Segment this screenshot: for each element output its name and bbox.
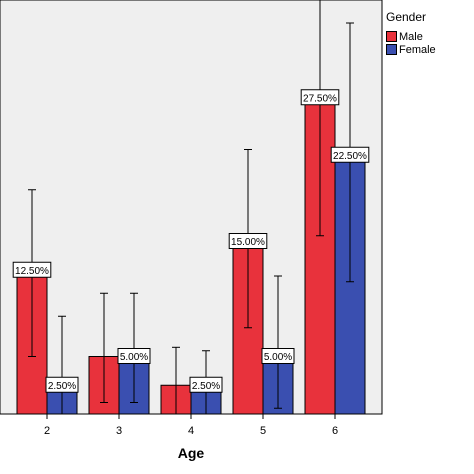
svg-text:12.50%: 12.50% bbox=[15, 266, 49, 277]
legend-swatch-male bbox=[386, 31, 397, 42]
data-label-male-age-6: 27.50% bbox=[300, 89, 340, 106]
svg-text:2.50%: 2.50% bbox=[192, 381, 220, 392]
x-tick-label-2: 2 bbox=[44, 425, 50, 437]
svg-text:2.50%: 2.50% bbox=[48, 381, 76, 392]
svg-text:5.00%: 5.00% bbox=[120, 352, 148, 363]
svg-text:22.50%: 22.50% bbox=[333, 151, 367, 162]
data-labels-group: 12.50% 2.50% 5.00% 2.50% 15.00% 5.00% 27.50% 22… bbox=[12, 89, 370, 393]
data-label-male-age-2: 12.50% bbox=[12, 261, 52, 278]
legend-item-female: Female bbox=[386, 43, 436, 56]
svg-text:5.00%: 5.00% bbox=[264, 352, 292, 363]
x-axis-title: Age bbox=[178, 445, 205, 461]
error-bar-female-age-5 bbox=[274, 275, 282, 409]
data-label-female-age-2: 2.50% bbox=[45, 376, 79, 393]
error-bar-male-age-3 bbox=[100, 292, 108, 403]
legend-label-female: Female bbox=[399, 43, 436, 56]
data-label-female-age-6: 22.50% bbox=[330, 146, 370, 163]
x-tick-label-5: 5 bbox=[260, 425, 266, 437]
svg-text:27.50%: 27.50% bbox=[303, 93, 337, 104]
legend-item-male: Male bbox=[386, 30, 436, 43]
data-label-male-age-5: 15.00% bbox=[228, 233, 268, 249]
data-label-female-age-4: 2.50% bbox=[189, 376, 223, 393]
error-bar-female-age-3 bbox=[130, 292, 138, 403]
x-tick-label-4: 4 bbox=[188, 425, 194, 437]
data-label-female-age-3: 5.00% bbox=[117, 348, 151, 364]
legend-swatch-female bbox=[386, 44, 397, 55]
legend-label-male: Male bbox=[399, 30, 423, 43]
x-tick-label-3: 3 bbox=[116, 425, 122, 437]
data-label-female-age-5: 5.00% bbox=[261, 348, 295, 364]
legend: Gender Male Female bbox=[386, 10, 436, 56]
legend-title: Gender bbox=[386, 10, 427, 24]
svg-text:15.00%: 15.00% bbox=[231, 237, 265, 248]
error-bar-male-age-4 bbox=[172, 346, 180, 415]
x-tick-label-6: 6 bbox=[332, 425, 338, 437]
error-bar-female-age-2 bbox=[58, 315, 66, 415]
x-axis: 2 3 4 5 6 bbox=[44, 414, 338, 437]
